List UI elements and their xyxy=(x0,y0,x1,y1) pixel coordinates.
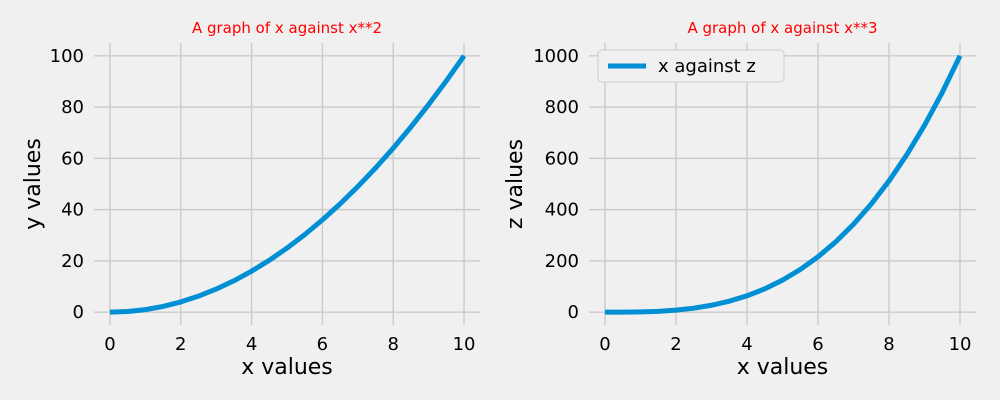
chart-title: A graph of x against x**2 xyxy=(192,19,382,37)
x-tick-label: 10 xyxy=(453,334,476,355)
y-tick-label: 800 xyxy=(545,97,579,118)
y-tick-label: 1000 xyxy=(533,46,579,67)
y-tick-label: 60 xyxy=(61,148,84,169)
chart-panel-2: 0 2 4 6 8 10 0 200 400 600 800 1000 A graph of x aga… xyxy=(503,19,976,380)
x-axis-label: x values xyxy=(241,355,333,380)
series-line-1 xyxy=(604,54,963,315)
x-tick-label: 2 xyxy=(670,334,681,355)
legend: x against z xyxy=(597,49,785,83)
x-tick-label: 6 xyxy=(812,334,823,355)
y-tick-label: 600 xyxy=(545,148,579,169)
legend-label: x against z xyxy=(658,56,756,77)
y-tick-label: 400 xyxy=(545,200,579,221)
x-axis-label: x values xyxy=(737,355,829,380)
x-tick-label: 0 xyxy=(599,334,610,355)
x-tick-label: 8 xyxy=(883,334,894,355)
x-tick-label: 10 xyxy=(949,334,972,355)
x-tick-label: 4 xyxy=(741,334,752,355)
legend-box xyxy=(597,49,785,83)
y-tick-label: 200 xyxy=(545,251,579,272)
x-tick-label: 8 xyxy=(388,334,399,355)
y-tick-label: 20 xyxy=(61,251,84,272)
plot-area xyxy=(94,43,480,325)
x-tick-label: 2 xyxy=(175,334,186,355)
y-tick-label: 0 xyxy=(568,302,579,323)
y-tick-label: 0 xyxy=(73,302,84,323)
y-tick-label: 100 xyxy=(50,46,84,67)
x-tick-label: 0 xyxy=(104,334,115,355)
series-line-1 xyxy=(109,54,467,315)
grid xyxy=(589,43,976,325)
x-tick-label: 6 xyxy=(317,334,328,355)
grid xyxy=(94,43,480,325)
y-tick-label: 80 xyxy=(61,97,84,118)
y-axis-label: z values xyxy=(503,139,528,229)
y-tick-label: 40 xyxy=(61,200,84,221)
x-tick-label: 4 xyxy=(246,334,257,355)
y-axis-label: y values xyxy=(21,138,46,230)
chart-title: A graph of x against x**3 xyxy=(687,19,877,37)
